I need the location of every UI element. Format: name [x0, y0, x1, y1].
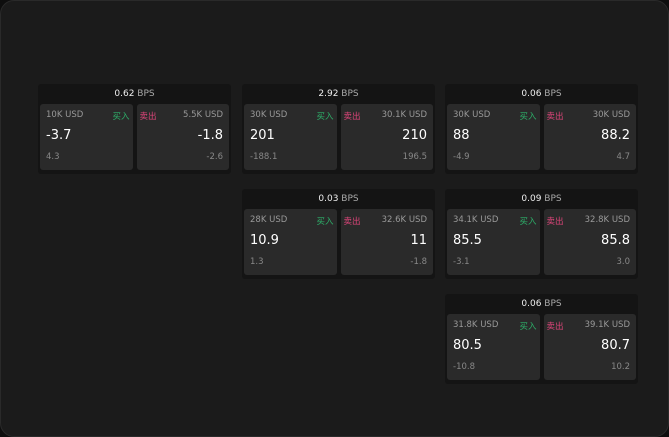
spread-value: 0.06	[521, 299, 542, 309]
spread-value: 0.62	[114, 89, 135, 99]
bid-price: -3.7	[46, 128, 72, 143]
bid-pane[interactable]: 34.1K USD 买入 85.5 -3.1	[447, 209, 540, 275]
ask-size: 32.6K USD	[381, 215, 427, 225]
bid-change: 1.3	[250, 257, 264, 267]
bid-pane[interactable]: 30K USD 买入 88 -4.9	[447, 104, 540, 170]
spread-unit: BPS	[341, 89, 359, 99]
bid-change: -188.1	[250, 152, 278, 162]
bid-size: 30K USD	[453, 110, 491, 120]
bid-label[interactable]: 买入	[316, 112, 334, 122]
quote-card: 0.62 BPS 10K USD 买入 -3.7 4.3 5.5K USD 卖出…	[38, 84, 231, 174]
spread-value: 0.06	[521, 89, 542, 99]
ask-pane[interactable]: 30K USD 卖出 88.2 4.7	[543, 104, 636, 170]
quote-card: 0.06 BPS 31.8K USD 买入 80.5 -10.8 39.1K U…	[445, 294, 638, 384]
bid-pane[interactable]: 10K USD 买入 -3.7 4.3	[40, 104, 133, 170]
ask-price: 11	[410, 233, 427, 248]
quote-card: 0.03 BPS 28K USD 买入 10.9 1.3 32.6K USD 卖…	[242, 189, 435, 279]
ask-price: 210	[402, 128, 427, 143]
ask-size: 39.1K USD	[584, 320, 630, 330]
spread-header: 0.62 BPS	[38, 84, 231, 104]
spread-header: 0.03 BPS	[242, 189, 435, 209]
spread-value: 0.03	[318, 194, 339, 204]
bid-pane[interactable]: 28K USD 买入 10.9 1.3	[244, 209, 337, 275]
bid-price: 10.9	[250, 233, 279, 248]
quote-card: 0.09 BPS 34.1K USD 买入 85.5 -3.1 32.8K US…	[445, 189, 638, 279]
ask-label[interactable]: 卖出	[546, 322, 564, 332]
bid-pane[interactable]: 31.8K USD 买入 80.5 -10.8	[447, 314, 540, 380]
ask-change: 3.0	[616, 257, 630, 267]
spread-value: 0.09	[521, 194, 542, 204]
bid-size: 30K USD	[250, 110, 288, 120]
bid-change: -3.1	[453, 257, 470, 267]
bid-size: 10K USD	[46, 110, 84, 120]
ask-pane[interactable]: 5.5K USD 卖出 -1.8 -2.6	[136, 104, 229, 170]
ask-price: -1.8	[197, 128, 223, 143]
ask-change: 4.7	[616, 152, 630, 162]
spread-unit: BPS	[341, 194, 359, 204]
spread-value: 2.92	[318, 89, 339, 99]
spread-header: 2.92 BPS	[242, 84, 435, 104]
bid-label[interactable]: 买入	[519, 112, 537, 122]
ask-change: -2.6	[206, 152, 223, 162]
spread-unit: BPS	[544, 89, 562, 99]
ask-pane[interactable]: 30.1K USD 卖出 210 196.5	[340, 104, 433, 170]
bid-size: 34.1K USD	[453, 215, 499, 225]
bid-label[interactable]: 买入	[519, 217, 537, 227]
bid-label[interactable]: 买入	[519, 322, 537, 332]
quote-card: 0.06 BPS 30K USD 买入 88 -4.9 30K USD 卖出 8…	[445, 84, 638, 174]
ask-size: 30.1K USD	[381, 110, 427, 120]
bid-label[interactable]: 买入	[316, 217, 334, 227]
bid-change: 4.3	[46, 152, 60, 162]
bid-price: 80.5	[453, 338, 482, 353]
ask-label[interactable]: 卖出	[546, 217, 564, 227]
spread-header: 0.06 BPS	[445, 294, 638, 314]
ask-price: 88.2	[601, 128, 630, 143]
ask-label[interactable]: 卖出	[139, 112, 157, 122]
quote-card: 2.92 BPS 30K USD 买入 201 -188.1 30.1K USD…	[242, 84, 435, 174]
ask-change: -1.8	[410, 257, 427, 267]
spread-unit: BPS	[137, 89, 155, 99]
ask-price: 85.8	[601, 233, 630, 248]
bid-pane[interactable]: 30K USD 买入 201 -188.1	[244, 104, 337, 170]
bid-size: 31.8K USD	[453, 320, 499, 330]
bid-change: -10.8	[453, 362, 475, 372]
bid-change: -4.9	[453, 152, 470, 162]
spread-header: 0.09 BPS	[445, 189, 638, 209]
bid-price: 201	[250, 128, 275, 143]
bid-price: 85.5	[453, 233, 482, 248]
spread-unit: BPS	[544, 299, 562, 309]
ask-size: 5.5K USD	[183, 110, 223, 120]
ask-label[interactable]: 卖出	[546, 112, 564, 122]
ask-label[interactable]: 卖出	[343, 217, 361, 227]
ask-pane[interactable]: 32.6K USD 卖出 11 -1.8	[340, 209, 433, 275]
ask-size: 30K USD	[592, 110, 630, 120]
ask-price: 80.7	[601, 338, 630, 353]
bid-price: 88	[453, 128, 470, 143]
spread-unit: BPS	[544, 194, 562, 204]
bid-label[interactable]: 买入	[112, 112, 130, 122]
ask-pane[interactable]: 39.1K USD 卖出 80.7 10.2	[543, 314, 636, 380]
ask-size: 32.8K USD	[584, 215, 630, 225]
ask-label[interactable]: 卖出	[343, 112, 361, 122]
ask-pane[interactable]: 32.8K USD 卖出 85.8 3.0	[543, 209, 636, 275]
spread-header: 0.06 BPS	[445, 84, 638, 104]
ask-change: 196.5	[402, 152, 427, 162]
bid-size: 28K USD	[250, 215, 288, 225]
ask-change: 10.2	[611, 362, 630, 372]
